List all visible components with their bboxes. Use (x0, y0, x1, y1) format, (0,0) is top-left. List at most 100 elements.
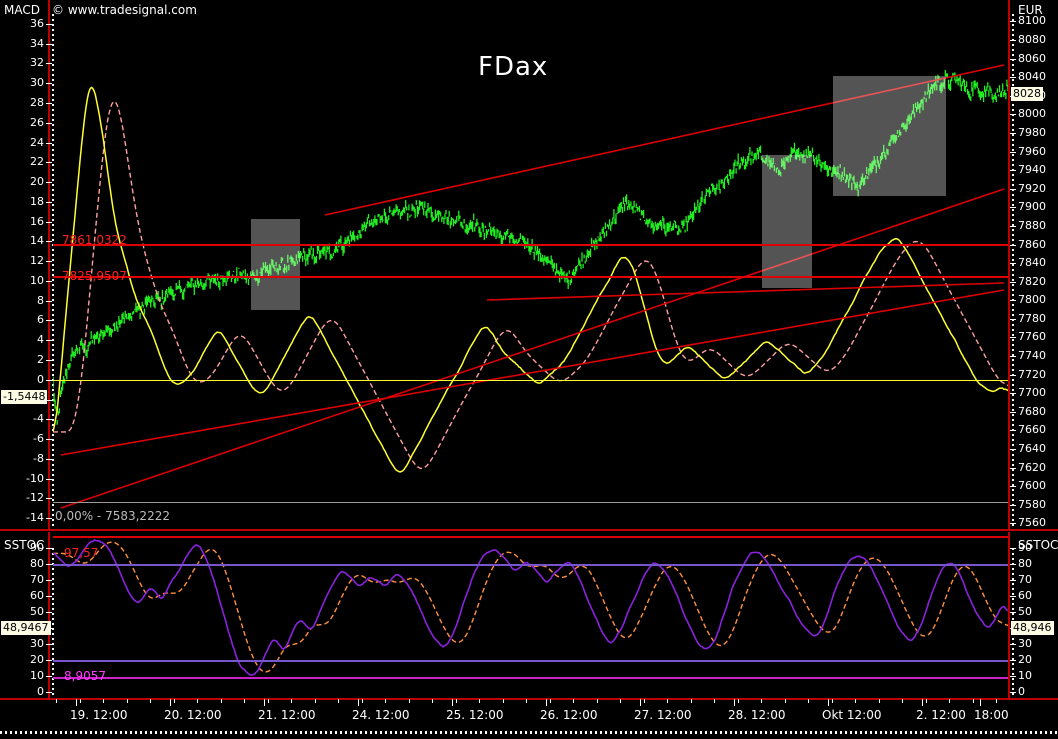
macd-main-line (53, 86, 1008, 473)
axis-tick-label: 7800 (1018, 293, 1046, 307)
axis-tick (46, 612, 52, 614)
watermark: © www.tradesignal.com (52, 3, 197, 17)
time-axis-major-tick (980, 699, 981, 706)
axis-tick-label: 7600 (1018, 479, 1046, 493)
level-label-7825: 7825,9507 (62, 269, 127, 283)
time-axis-minor-tick (550, 699, 551, 703)
level-line-fib-zero[interactable] (53, 501, 1008, 503)
axis-tick-label: 32 (30, 56, 44, 70)
sstoc-level-9757[interactable] (53, 536, 1008, 539)
level-line-7861[interactable] (53, 243, 1008, 246)
axis-tick (46, 162, 52, 164)
axis-tick-label: -6 (33, 432, 44, 446)
sstoc-level-20[interactable] (53, 659, 1008, 662)
page-title: FDax (478, 52, 549, 82)
sstoc-axis-header-left: SSTOC (4, 538, 45, 552)
time-axis-minor-tick (338, 699, 339, 703)
axis-tick-label: 7680 (1018, 404, 1046, 418)
panel-separator-bottom (0, 698, 1058, 700)
axis-tick (46, 340, 52, 342)
axis-tick (1010, 486, 1016, 488)
axis-tick-label: 20 (30, 652, 44, 666)
time-axis-label: 25. 12:00 (446, 708, 504, 722)
axis-tick (46, 320, 52, 322)
trendline-1[interactable] (60, 188, 1005, 509)
axis-tick-label: 80 (30, 557, 44, 571)
axis-tick-label: 8040 (1018, 70, 1046, 84)
axis-tick (1010, 596, 1016, 598)
time-axis-minor-tick (409, 699, 410, 703)
level-line-7825[interactable] (53, 276, 1008, 279)
price-axis-header: EUR (1018, 3, 1043, 17)
axis-tick (46, 201, 52, 203)
trendline-2[interactable] (60, 289, 1005, 456)
axis-tick (1010, 659, 1016, 661)
trendlines[interactable] (60, 64, 1005, 509)
axis-tick-label: 30 (1018, 636, 1032, 650)
axis-tick (1010, 675, 1016, 677)
time-axis-minor-tick (620, 699, 621, 703)
sstoc-level-89057[interactable] (53, 677, 1008, 680)
axis-tick (46, 359, 52, 361)
time-axis-minor-tick (456, 699, 457, 703)
axis-tick-label: 70 (1018, 573, 1032, 587)
axis-tick (1010, 356, 1016, 358)
axis-tick (1010, 244, 1016, 246)
time-axis-minor-tick (80, 699, 81, 703)
price-macd-plot-area[interactable] (53, 14, 1008, 528)
sstoc-axis-rail-right[interactable] (1008, 532, 1010, 699)
time-axis-major-tick (828, 699, 829, 706)
sstoc-upper-label: 97,57 (64, 546, 99, 560)
time-axis-label: 27. 12:00 (634, 708, 692, 722)
time-axis-minor-tick (432, 699, 433, 703)
time-axis-label: 18:00 (974, 708, 1009, 722)
axis-tick (1010, 263, 1016, 265)
sstoc-axis-ticks-left (52, 548, 54, 698)
macd-axis-rail[interactable] (48, 0, 50, 529)
sstoc-axis-rail-left[interactable] (48, 532, 50, 699)
macd-zero-line (53, 379, 1008, 381)
axis-tick (46, 580, 52, 582)
axis-tick (46, 63, 52, 65)
time-axis-minor-tick (221, 699, 222, 703)
axis-tick-label: 2 (37, 352, 44, 366)
sstoc-value-badge-right: 48,946 (1011, 621, 1054, 635)
axis-tick (1010, 580, 1016, 582)
axis-tick-label: 7620 (1018, 460, 1046, 474)
axis-tick-label: 18 (30, 194, 44, 208)
selection-box-3[interactable] (833, 76, 946, 196)
trendline-3[interactable] (324, 64, 1005, 216)
axis-tick-label: 20 (1018, 652, 1032, 666)
sstoc-lower-label: 8,9057 (64, 669, 106, 683)
axis-tick (1010, 612, 1016, 614)
sstoc-plot-area[interactable] (53, 534, 1008, 698)
sstoc-level-80[interactable] (53, 564, 1008, 567)
trendline-4[interactable] (486, 282, 1005, 301)
time-axis-major-tick (170, 699, 171, 706)
axis-tick-label: 24 (30, 135, 44, 149)
axis-tick-label: 7740 (1018, 349, 1046, 363)
time-axis-minor-tick (197, 699, 198, 703)
time-axis-minor-tick (362, 699, 363, 703)
price-macd-curves (53, 64, 1008, 509)
macd-axis-header: MACD (4, 3, 40, 17)
time-axis-label: 19. 12:00 (70, 708, 128, 722)
axis-tick (46, 518, 52, 520)
axis-tick (46, 498, 52, 500)
axis-tick-label: 7960 (1018, 144, 1046, 158)
axis-tick (46, 23, 52, 25)
axis-tick-label: 7760 (1018, 330, 1046, 344)
time-axis-minor-tick (268, 699, 269, 703)
time-axis-minor-tick (832, 699, 833, 703)
price-axis-rail[interactable] (1008, 0, 1010, 529)
axis-tick (46, 596, 52, 598)
axis-tick (1010, 564, 1016, 566)
time-axis-minor-tick (244, 699, 245, 703)
selection-box-1[interactable] (251, 219, 300, 310)
time-axis-minor-tick (56, 699, 57, 703)
axis-tick-label: 4 (37, 333, 44, 347)
axis-tick-label: -8 (33, 451, 44, 465)
selection-box-2[interactable] (762, 155, 812, 288)
time-axis-major-tick (546, 699, 547, 706)
axis-tick (1010, 430, 1016, 432)
